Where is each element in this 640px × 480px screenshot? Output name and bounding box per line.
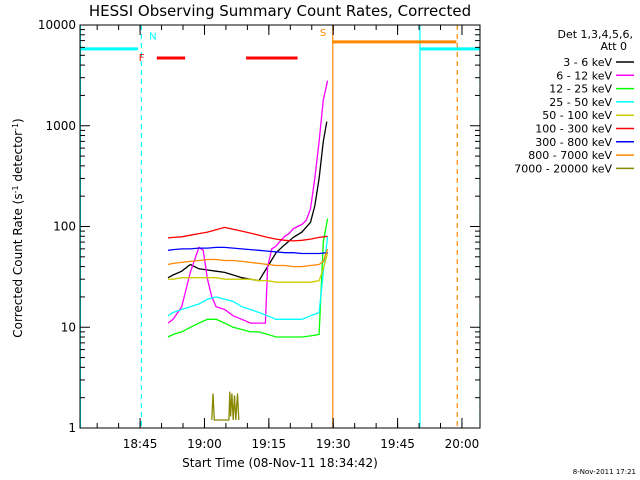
footer-timestamp: 8-Nov-2011 17:21: [573, 468, 636, 476]
interval-flag-0: N: [149, 31, 156, 42]
legend-label-1: 6 - 12 keV: [556, 69, 612, 82]
legend-header-1: Det 1,3,4,5,6,: [557, 28, 633, 41]
x-tick-label-4: 19:45: [380, 437, 415, 451]
interval-flag-2: S: [320, 28, 326, 39]
legend-header-2: Att 0: [601, 40, 627, 53]
series-line-1: [167, 80, 329, 324]
interval-flag-1: F: [139, 53, 145, 64]
x-tick-label-0: 18:45: [123, 437, 158, 451]
legend-label-4: 50 - 100 keV: [542, 109, 612, 122]
series-line-6: [167, 246, 328, 255]
x-axis: 18:45 19:00 19:15 19:30 19:45 20:00: [96, 25, 480, 451]
legend-label-6: 300 - 800 keV: [535, 136, 612, 149]
series-line-7: [167, 248, 329, 268]
x-tick-label-1: 19:00: [187, 437, 222, 451]
legend-label-3: 25 - 50 keV: [549, 96, 612, 109]
legend-label-8: 7000 - 20000 keV: [514, 162, 612, 175]
y-tick-label-1: 10: [61, 320, 76, 334]
legend-label-2: 12 - 25 keV: [549, 83, 612, 96]
x-tick-label-3: 19:30: [316, 437, 351, 451]
x-tick-label-5: 20:00: [445, 437, 480, 451]
series-line-8: [211, 391, 240, 421]
chart-title: HESSI Observing Summary Count Rates, Cor…: [89, 2, 471, 20]
y-tick-label-0: 1: [68, 421, 76, 435]
series-line-5: [167, 226, 328, 242]
y-tick-label-3: 1000: [45, 119, 76, 133]
x-tick-label-2: 19:15: [252, 437, 287, 451]
series-line-3: [167, 236, 329, 320]
legend-label-5: 100 - 300 keV: [535, 123, 612, 136]
series-line-4: [168, 252, 329, 283]
x-axis-label: Start Time (08-Nov-11 18:34:42): [182, 456, 378, 470]
plot-area: [80, 25, 480, 428]
y-tick-label-2: 100: [53, 220, 76, 234]
series-line-2: [167, 218, 329, 338]
y-axis: 1 10 100 1000 10000: [38, 18, 480, 435]
legend-label-7: 800 - 7000 keV: [528, 149, 612, 162]
y-axis-label: Corrected Count Rate (s-1 detector-1): [11, 118, 25, 337]
y-tick-label-4: 10000: [38, 18, 76, 32]
legend-label-0: 3 - 6 keV: [563, 56, 612, 69]
series-line-0: [167, 121, 328, 282]
